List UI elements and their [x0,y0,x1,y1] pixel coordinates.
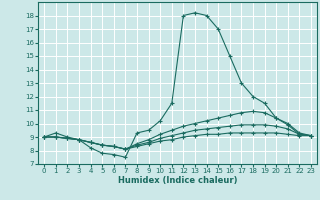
X-axis label: Humidex (Indice chaleur): Humidex (Indice chaleur) [118,176,237,185]
